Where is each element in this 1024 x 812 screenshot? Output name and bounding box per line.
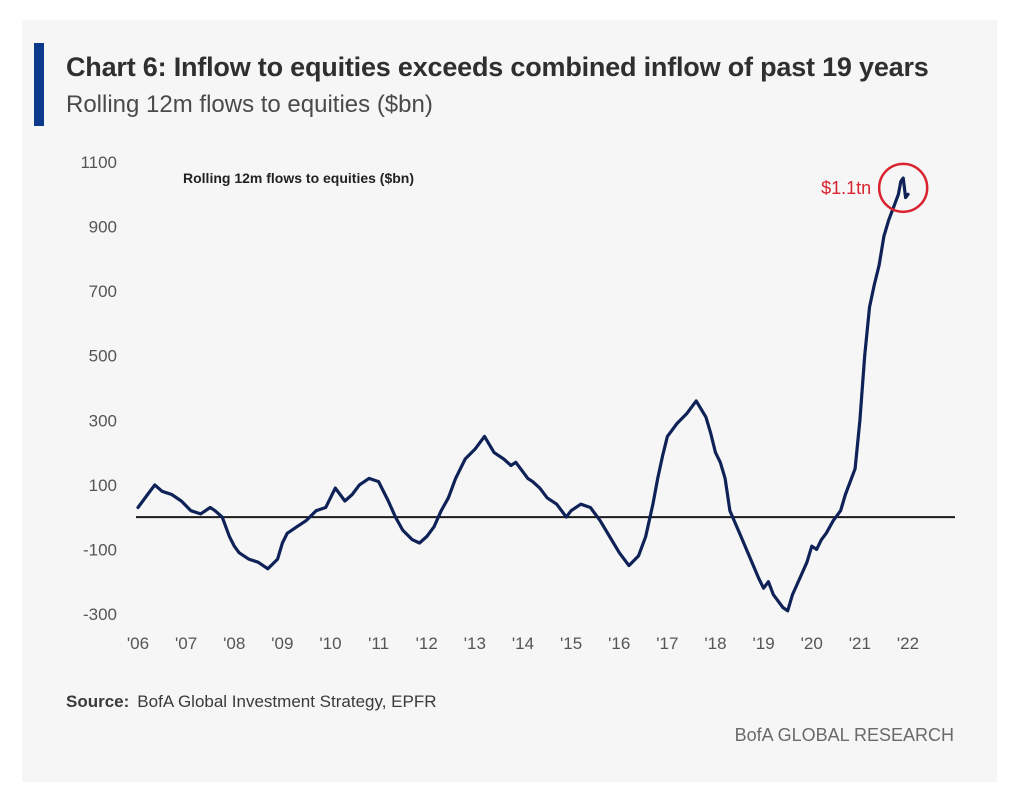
x-tick-label: '13 bbox=[464, 634, 486, 653]
x-tick-label: '22 bbox=[897, 634, 919, 653]
chart-subtitle: Rolling 12m flows to equities ($bn) bbox=[66, 91, 433, 118]
x-tick-label: '12 bbox=[416, 634, 438, 653]
x-tick-label: '14 bbox=[512, 634, 534, 653]
series-lines bbox=[136, 176, 910, 613]
peak-label: $1.1tn bbox=[821, 178, 871, 198]
y-tick-label: -100 bbox=[83, 540, 117, 559]
x-tick-label: '08 bbox=[223, 634, 245, 653]
y-tick-label: 100 bbox=[89, 476, 117, 495]
figure-panel bbox=[22, 20, 997, 782]
x-tick-label: '19 bbox=[753, 634, 775, 653]
title-accent-bar bbox=[34, 43, 44, 126]
x-tick-label: '21 bbox=[849, 634, 871, 653]
x-tick-label: '09 bbox=[271, 634, 293, 653]
x-tick-label: '15 bbox=[560, 634, 582, 653]
peak-circle bbox=[877, 162, 929, 214]
x-tick-label: '20 bbox=[801, 634, 823, 653]
y-axis-ticks: 1100 900 700 500 300 100 -100 -300 bbox=[80, 153, 117, 624]
peak-annotation: $1.1tn bbox=[821, 162, 929, 214]
x-tick-label: '06 bbox=[127, 634, 149, 653]
y-tick-label: -300 bbox=[83, 605, 117, 624]
y-tick-label: 700 bbox=[89, 282, 117, 301]
x-axis-ticks: '06 '07 '08 '09 '10 '11 '12 '13 '14 '15 '16 '17 '18 '… bbox=[127, 634, 919, 653]
plot-inner-title: Rolling 12m flows to equities ($bn) bbox=[183, 170, 414, 186]
source-label: Source: bbox=[66, 692, 130, 711]
x-tick-label: '16 bbox=[608, 634, 630, 653]
chart-number-title: Chart 6: Inflow to equities exceeds comb… bbox=[66, 52, 929, 82]
y-tick-label: 1100 bbox=[80, 153, 117, 172]
brand-footer: BofA GLOBAL RESEARCH bbox=[734, 725, 954, 745]
x-tick-label: '10 bbox=[319, 634, 341, 653]
x-tick-label: '11 bbox=[368, 634, 389, 653]
y-tick-label: 500 bbox=[89, 347, 117, 366]
source-line: Source: BofA Global Investment Strategy, … bbox=[66, 692, 437, 712]
x-tick-label: '18 bbox=[704, 634, 726, 653]
y-tick-label: 900 bbox=[89, 218, 117, 237]
y-tick-label: 300 bbox=[89, 411, 117, 430]
x-tick-label: '07 bbox=[175, 634, 197, 653]
x-tick-label: '17 bbox=[656, 634, 678, 653]
source-text: BofA Global Investment Strategy, EPFR bbox=[137, 692, 437, 711]
series-line bbox=[136, 176, 910, 613]
